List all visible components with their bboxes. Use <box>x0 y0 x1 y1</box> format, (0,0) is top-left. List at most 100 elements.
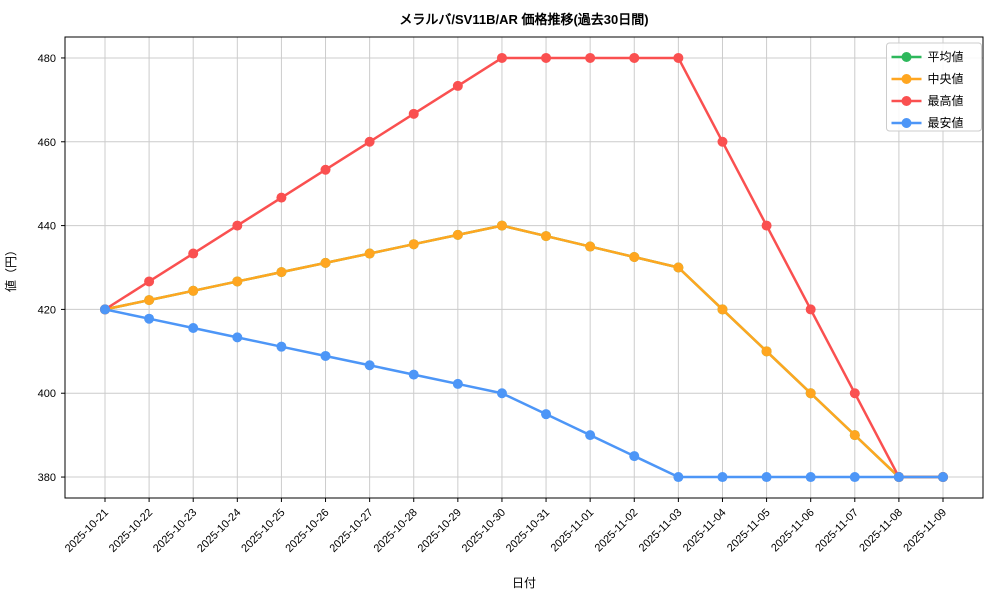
x-tick-label: 2025-11-08 <box>857 507 905 555</box>
series-max-point <box>761 220 772 231</box>
chart-title: メラルバ/SV11B/AR 価格推移(過去30日間) <box>399 12 648 27</box>
series-median-line <box>103 224 945 479</box>
series-min-point <box>849 472 860 483</box>
legend-item-mean: 平均値 <box>891 49 964 64</box>
series-min-point <box>496 388 507 399</box>
legend-item-min: 最安値 <box>891 115 964 130</box>
series-median-point <box>232 276 243 287</box>
series-max-point <box>320 164 331 175</box>
x-tick-label: 2025-11-09 <box>901 507 949 555</box>
y-tick-label: 480 <box>38 53 56 65</box>
legend-label: 平均値 <box>928 49 964 64</box>
x-tick-label: 2025-11-01 <box>549 507 597 555</box>
x-tick-label: 2025-11-05 <box>725 507 773 555</box>
series-max-point <box>585 52 596 63</box>
series-max-point <box>408 108 419 119</box>
series-max-point <box>188 248 199 259</box>
series-max-point <box>452 80 463 91</box>
series-max-point <box>717 136 728 147</box>
series-max-line <box>103 56 945 479</box>
x-tick-label: 2025-10-23 <box>151 507 199 555</box>
x-axis-label: 日付 <box>512 576 536 590</box>
x-tick-label: 2025-11-06 <box>769 507 817 555</box>
series-min-point <box>629 451 640 462</box>
x-tick-label: 2025-10-24 <box>195 507 243 555</box>
series-median-point <box>144 295 155 306</box>
series-min-point <box>805 472 816 483</box>
x-tick-label: 2025-10-28 <box>372 507 420 555</box>
series-max-point <box>541 52 552 63</box>
legend-item-median: 中央値 <box>891 71 964 86</box>
series-median-point <box>452 229 463 240</box>
series-max-point <box>276 192 287 203</box>
x-tick-label: 2025-11-03 <box>637 507 685 555</box>
series-min-point <box>893 472 904 483</box>
series-median-point <box>849 430 860 441</box>
series-min-point <box>364 360 375 371</box>
series-max-point <box>849 388 860 399</box>
series-mean-line <box>103 224 945 479</box>
series-median-point <box>761 346 772 357</box>
series-min-point <box>541 409 552 420</box>
series-median-point <box>496 220 507 231</box>
legend-marker <box>901 52 912 62</box>
legend-label: 最安値 <box>928 115 964 130</box>
series-min-point <box>452 378 463 389</box>
axes-frame <box>64 36 984 499</box>
y-axis-label: 値（円） <box>3 244 18 292</box>
series-max-point <box>232 220 243 231</box>
series-median-point <box>585 241 596 252</box>
legend-label: 中央値 <box>928 71 964 86</box>
series-min-point <box>276 341 287 352</box>
series-min-line <box>103 308 945 479</box>
y-tick-label: 460 <box>38 137 56 149</box>
series-median-point <box>320 257 331 268</box>
series-median-point <box>673 262 684 273</box>
legend-marker <box>901 74 912 84</box>
x-tick-label: 2025-10-30 <box>460 507 508 555</box>
y-tick-label: 440 <box>38 221 56 233</box>
series-min-point <box>100 304 110 315</box>
series-min-point <box>717 472 728 483</box>
x-tick-label: 2025-11-07 <box>813 507 861 555</box>
series-min-point <box>408 369 419 380</box>
series-min-point <box>232 332 243 343</box>
x-tick-label: 2025-10-25 <box>239 507 287 555</box>
x-tick-label: 2025-10-21 <box>63 507 111 555</box>
series-median-point <box>408 239 419 250</box>
x-tick-label: 2025-11-02 <box>593 507 641 555</box>
y-tick-label: 380 <box>38 472 56 484</box>
x-tick-label: 2025-10-22 <box>107 507 155 555</box>
series-max-point <box>364 136 375 147</box>
series-median-point <box>276 267 287 278</box>
series-max-point <box>673 52 684 63</box>
series-min-point <box>320 350 331 361</box>
plot-area: 3804004204404604802025-10-212025-10-2220… <box>38 36 984 555</box>
series-median-point <box>188 285 199 296</box>
series-min-point <box>585 430 596 441</box>
series-median-point <box>805 388 816 399</box>
legend-marker <box>901 96 912 106</box>
series-max-point <box>629 52 640 63</box>
x-tick-label: 2025-11-04 <box>681 507 729 555</box>
x-tick-label: 2025-10-31 <box>504 507 552 555</box>
series-min-point <box>188 323 199 334</box>
series-min-point <box>144 313 155 324</box>
series-median-point <box>541 231 552 242</box>
x-tick-label: 2025-10-27 <box>327 507 375 555</box>
x-tick-label: 2025-10-29 <box>416 507 464 555</box>
series-median-point <box>364 248 375 259</box>
series-max-point <box>805 304 816 315</box>
series-median-point <box>629 252 640 263</box>
y-tick-label: 400 <box>38 388 56 400</box>
series-max-point <box>496 52 507 63</box>
legend-frame <box>886 42 982 132</box>
x-tick-label: 2025-10-26 <box>283 507 331 555</box>
y-tick-label: 420 <box>38 304 56 316</box>
legend-marker <box>901 118 912 128</box>
series-min-point <box>673 472 684 483</box>
legend-label: 最高値 <box>928 93 964 108</box>
series-max-point <box>144 276 155 287</box>
